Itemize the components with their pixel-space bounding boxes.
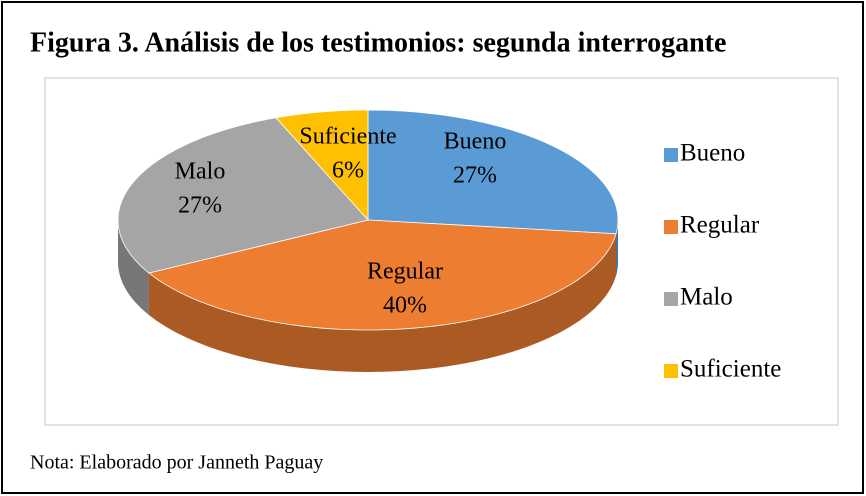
data-label-value: 6%	[332, 158, 364, 184]
legend-swatch	[664, 292, 678, 306]
legend-swatch	[664, 364, 678, 378]
data-label-value: 27%	[453, 163, 497, 189]
data-label-name: Suficiente	[299, 124, 396, 150]
data-label-name: Malo	[175, 159, 226, 185]
slice-side	[148, 233, 617, 372]
legend-label: Suficiente	[680, 356, 781, 383]
slice	[117, 117, 369, 274]
note: Nota: Elaborado por Janneth Paguay	[30, 452, 323, 474]
slice	[148, 219, 617, 331]
slice-side	[616, 220, 618, 276]
slice	[367, 109, 619, 235]
chart-title: Figura 3. Análisis de los testimonios: s…	[30, 27, 726, 58]
data-label-name: Regular	[367, 259, 443, 285]
data-label-value: 27%	[178, 193, 222, 219]
legend-swatch	[664, 148, 678, 162]
slice	[275, 109, 369, 222]
slice-side	[118, 220, 149, 315]
legend-label: Malo	[680, 284, 733, 311]
legend-label: Regular	[680, 212, 760, 239]
legend-label: Bueno	[680, 140, 745, 167]
legend-swatch	[664, 220, 678, 234]
data-label-name: Bueno	[444, 129, 507, 155]
data-label-value: 40%	[383, 293, 427, 319]
